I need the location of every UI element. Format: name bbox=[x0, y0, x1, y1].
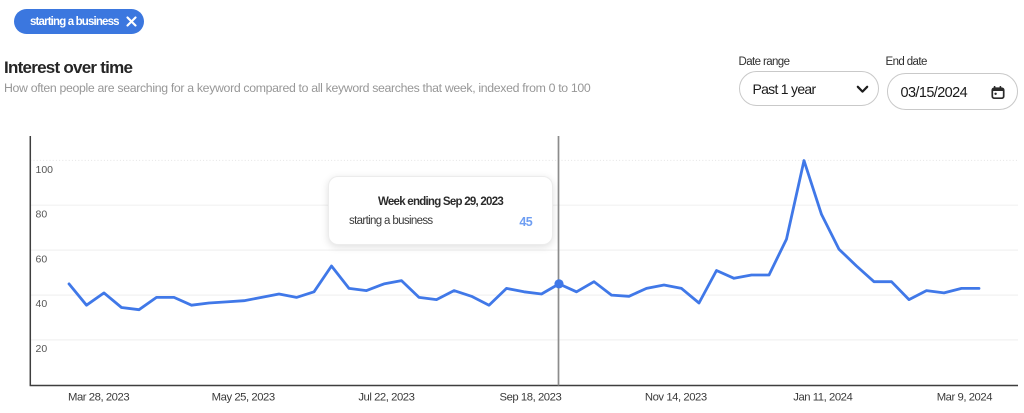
svg-text:Nov 14, 2023: Nov 14, 2023 bbox=[645, 391, 707, 403]
svg-text:60: 60 bbox=[36, 253, 48, 265]
svg-text:Sep 18, 2023: Sep 18, 2023 bbox=[499, 391, 561, 403]
svg-text:80: 80 bbox=[36, 209, 48, 221]
svg-text:Jul 22, 2023: Jul 22, 2023 bbox=[358, 391, 414, 403]
svg-text:May 25, 2023: May 25, 2023 bbox=[212, 391, 275, 403]
svg-text:Jan 11, 2024: Jan 11, 2024 bbox=[793, 391, 852, 403]
svg-text:40: 40 bbox=[36, 298, 48, 310]
svg-text:Mar 9, 2024: Mar 9, 2024 bbox=[937, 391, 993, 403]
svg-text:20: 20 bbox=[36, 343, 48, 355]
svg-text:100: 100 bbox=[36, 164, 54, 176]
svg-text:Mar 28, 2023: Mar 28, 2023 bbox=[68, 391, 129, 403]
